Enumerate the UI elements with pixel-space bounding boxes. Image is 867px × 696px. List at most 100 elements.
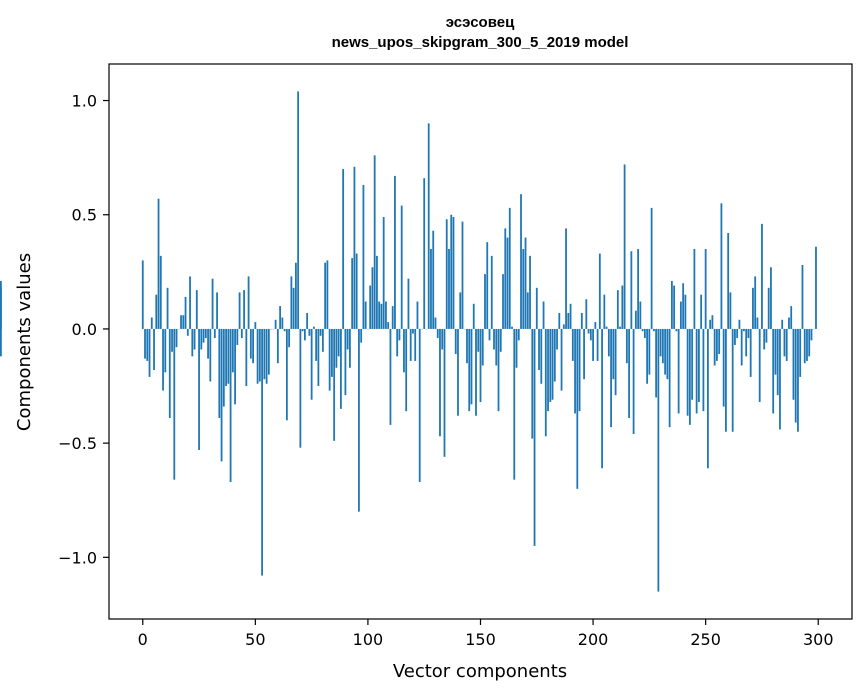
y-axis-ticks: −1.0 −0.5 0.0 0.5 1.0 bbox=[58, 92, 109, 567]
bar-11 bbox=[166, 287, 169, 329]
bar-194 bbox=[578, 328, 581, 412]
bar-171 bbox=[526, 292, 529, 329]
bar-260 bbox=[727, 233, 730, 329]
bar-158 bbox=[497, 328, 500, 412]
bar-178 bbox=[542, 301, 545, 329]
bar-69 bbox=[297, 91, 300, 329]
bar-191 bbox=[571, 328, 574, 361]
x-tick-label: 100 bbox=[353, 630, 384, 649]
bar-196 bbox=[583, 328, 585, 380]
bar-122 bbox=[416, 301, 419, 329]
bar-281 bbox=[774, 328, 777, 375]
bar-293 bbox=[801, 264, 804, 329]
bar-87 bbox=[337, 328, 340, 357]
bar-234 bbox=[668, 328, 671, 428]
bar-174 bbox=[533, 328, 536, 546]
bar-237 bbox=[675, 328, 678, 332]
bar-48 bbox=[249, 328, 252, 359]
bar-3 bbox=[148, 328, 151, 377]
bar-262 bbox=[731, 328, 734, 432]
bar-179 bbox=[544, 328, 547, 437]
bar-294 bbox=[803, 328, 806, 364]
bar-92 bbox=[349, 328, 351, 368]
bar-82 bbox=[326, 260, 329, 329]
bar-77 bbox=[315, 328, 318, 361]
bar-206 bbox=[605, 326, 608, 329]
bar-115 bbox=[400, 205, 403, 329]
x-tick-label: 150 bbox=[465, 630, 496, 649]
bar-173 bbox=[531, 328, 534, 439]
bar-226 bbox=[650, 207, 653, 329]
bar-93 bbox=[351, 258, 354, 329]
bar-30 bbox=[209, 328, 212, 382]
bar-25 bbox=[198, 328, 200, 450]
bar-228 bbox=[655, 328, 658, 398]
bar-50 bbox=[254, 322, 257, 329]
bar-7 bbox=[157, 198, 160, 329]
bar-14 bbox=[173, 328, 176, 480]
bar-150 bbox=[479, 328, 482, 403]
bar-231 bbox=[661, 328, 664, 364]
bar-24 bbox=[195, 290, 198, 329]
bar-208 bbox=[610, 328, 612, 428]
chart-subtitle: news_upos_skipgram_300_5_2019 model bbox=[332, 34, 629, 51]
bar-42 bbox=[236, 328, 239, 345]
bar-244 bbox=[691, 328, 694, 400]
bar-277 bbox=[765, 328, 768, 343]
chart-title: эсэсовец bbox=[446, 14, 515, 31]
bar-290 bbox=[794, 328, 797, 423]
bar-218 bbox=[632, 328, 635, 434]
bar-26 bbox=[200, 328, 203, 350]
bar-166 bbox=[515, 328, 518, 368]
bar-245 bbox=[693, 249, 696, 329]
bar-162 bbox=[506, 237, 509, 329]
bar-84 bbox=[331, 328, 333, 377]
bar-250 bbox=[704, 249, 707, 329]
bar-22 bbox=[191, 328, 194, 357]
bar-203 bbox=[598, 253, 601, 329]
bar-116 bbox=[403, 328, 405, 373]
bar-36 bbox=[222, 328, 225, 407]
bar-172 bbox=[529, 255, 531, 329]
bar-47 bbox=[247, 276, 250, 329]
bar-15 bbox=[175, 328, 178, 348]
bar-20 bbox=[186, 328, 189, 336]
bar-105 bbox=[378, 301, 381, 329]
bar-264 bbox=[736, 328, 739, 339]
bar-176 bbox=[538, 328, 540, 371]
bar-274 bbox=[758, 328, 761, 403]
bar-21 bbox=[189, 276, 191, 329]
y-tick-label: 0.0 bbox=[72, 320, 97, 339]
bar-225 bbox=[648, 328, 651, 375]
bar-243 bbox=[688, 328, 691, 425]
bar-169 bbox=[522, 249, 525, 329]
bar-253 bbox=[711, 315, 714, 329]
bar-239 bbox=[679, 301, 682, 329]
bar-89 bbox=[342, 169, 345, 329]
bar-118 bbox=[407, 278, 410, 329]
bar-181 bbox=[549, 328, 552, 403]
bar-188 bbox=[565, 228, 567, 329]
bar-273 bbox=[756, 317, 759, 329]
bar-31 bbox=[211, 278, 214, 329]
bar-136 bbox=[448, 249, 450, 329]
bar-41 bbox=[234, 328, 236, 405]
bar-32 bbox=[213, 328, 216, 339]
bar-295 bbox=[806, 328, 808, 361]
bar-83 bbox=[328, 328, 331, 391]
bar-235 bbox=[670, 280, 673, 329]
bar-219 bbox=[634, 310, 637, 329]
bar-152 bbox=[484, 274, 486, 329]
bar-200 bbox=[592, 328, 594, 361]
bar-296 bbox=[808, 328, 811, 357]
bar-95 bbox=[355, 253, 358, 329]
bar-0 bbox=[141, 260, 144, 329]
bar-78 bbox=[317, 328, 320, 387]
bar-103 bbox=[373, 155, 376, 329]
bar-168 bbox=[520, 194, 522, 329]
bar-247 bbox=[698, 328, 700, 403]
bar-88 bbox=[340, 328, 342, 409]
bar-106 bbox=[380, 303, 383, 329]
bar-195 bbox=[580, 312, 583, 329]
bar-8 bbox=[159, 255, 162, 329]
